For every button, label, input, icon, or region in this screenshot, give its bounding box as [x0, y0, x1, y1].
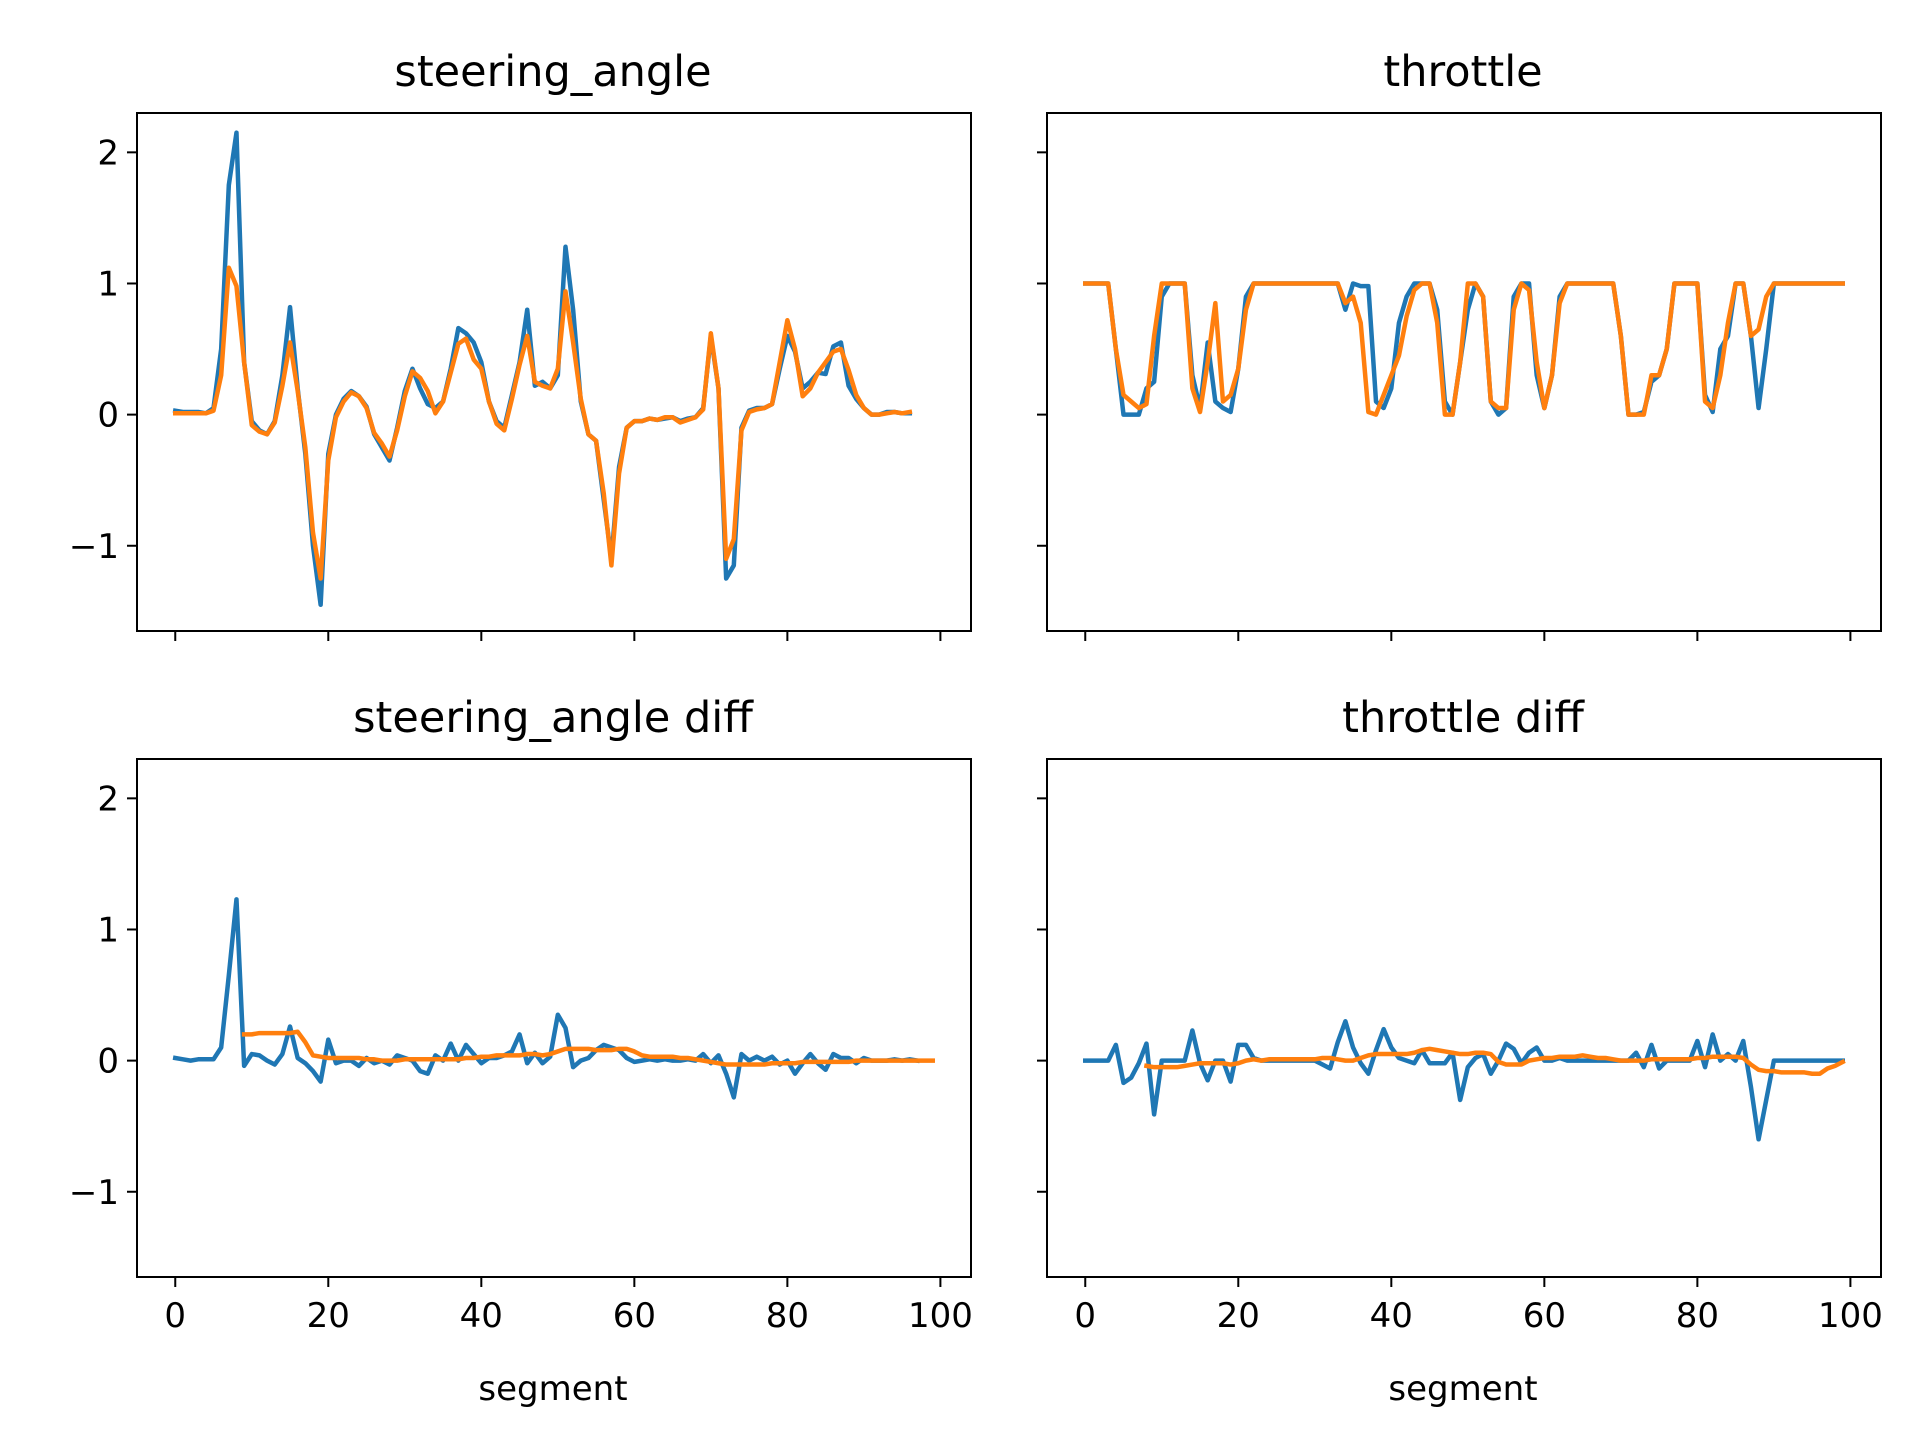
series-line-smoothed — [241, 1029, 935, 1067]
subplot-steering-angle-diff: steering_angle diff segment 0 20 40 60 80 100… — [69, 693, 973, 1409]
axes-frame — [1046, 758, 1882, 1278]
y-tick-label: 1 — [97, 910, 119, 950]
subplot-steering-angle: steering_angle −1 0 1 2 — [69, 47, 972, 641]
y-tick-label: 2 — [97, 779, 119, 819]
x-tick-label: 40 — [460, 1296, 503, 1336]
series-line-raw — [172, 897, 921, 1100]
x-tick-label: 0 — [164, 1296, 186, 1336]
subplot-title: throttle — [1383, 47, 1542, 97]
subplot-throttle: throttle — [1037, 47, 1882, 641]
axes-frame — [136, 758, 972, 1278]
series-line-raw — [1083, 1019, 1845, 1142]
x-tick-label: 20 — [1217, 1296, 1260, 1336]
series-line-smoothed — [1143, 1046, 1846, 1076]
axes-frame — [1046, 112, 1882, 632]
x-tick-label: 40 — [1370, 1296, 1413, 1336]
subplot-throttle-diff: throttle diff segment 0 20 40 60 80 100 — [1037, 693, 1883, 1409]
y-tick-label: −1 — [69, 1173, 119, 1213]
x-tick-label: 80 — [766, 1296, 809, 1336]
y-tick-label: 2 — [97, 133, 119, 173]
y-tick-label: 0 — [97, 396, 119, 436]
series-line-smoothed — [1083, 281, 1845, 417]
x-tick-label: 100 — [908, 1296, 973, 1336]
x-tick-label: 20 — [307, 1296, 350, 1336]
y-tick-label: 0 — [97, 1042, 119, 1082]
x-tick-label: 60 — [613, 1296, 656, 1336]
x-tick-label: 0 — [1074, 1296, 1096, 1336]
x-tick-label: 80 — [1676, 1296, 1719, 1336]
subplot-title: throttle diff — [1342, 693, 1585, 743]
series-line-smoothed — [173, 265, 913, 581]
axes-frame — [136, 112, 972, 632]
x-tick-label: 60 — [1523, 1296, 1566, 1336]
x-axis-label: segment — [1388, 1369, 1537, 1409]
y-tick-label: 1 — [97, 264, 119, 304]
x-tick-label: 100 — [1818, 1296, 1883, 1336]
subplot-title: steering_angle — [394, 47, 711, 97]
subplot-title: steering_angle diff — [353, 693, 754, 743]
y-tick-label: −1 — [69, 527, 119, 567]
x-axis-label: segment — [478, 1369, 627, 1409]
